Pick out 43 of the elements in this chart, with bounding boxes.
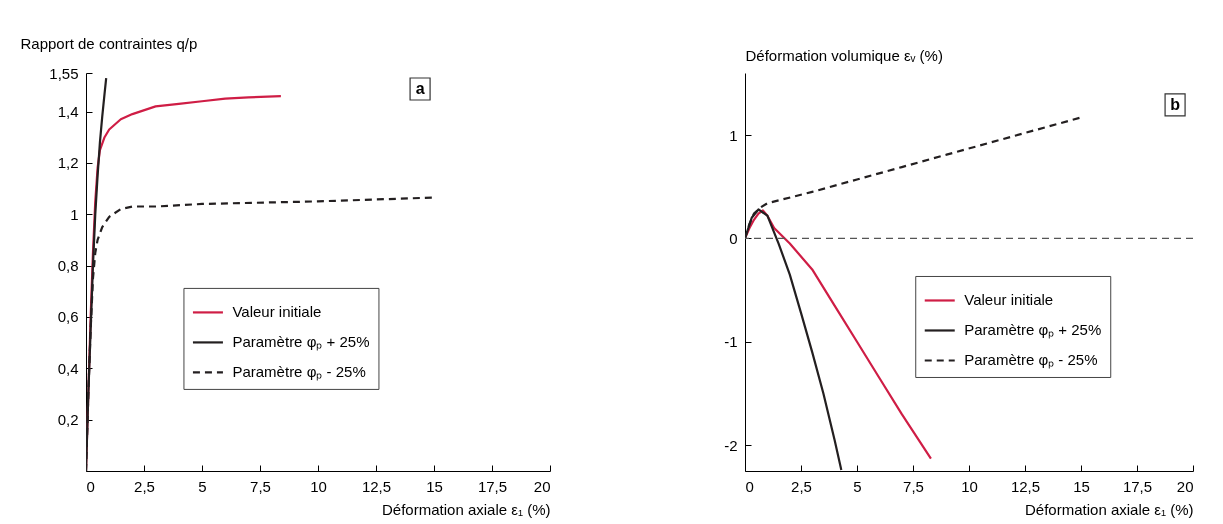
y-tick-label: -2 <box>724 436 738 454</box>
legend-label: Paramètre φₚ + 25% <box>964 321 1102 340</box>
x-tick-label: 5 <box>198 477 207 495</box>
legend-label: Paramètre φₚ + 25% <box>232 333 370 352</box>
y-tick-label: 0,4 <box>57 359 79 377</box>
legend-label: Valeur initiale <box>232 303 322 321</box>
x-tick-label: 10 <box>961 477 978 495</box>
y-tick-label: 1,4 <box>57 103 79 121</box>
x-tick-label: 15 <box>426 477 443 495</box>
x-tick-label: 17,5 <box>1122 477 1153 495</box>
x-tick-label: 0 <box>745 477 754 495</box>
legend-label: Paramètre φₚ - 25% <box>232 363 366 382</box>
x-tick-label: 20 <box>533 477 551 495</box>
y-tick-label: 1 <box>70 205 79 223</box>
annotation: b <box>1170 95 1181 113</box>
y-tick-label: -1 <box>724 333 738 351</box>
y-tick-label: 0,2 <box>57 411 79 429</box>
x-tick-label: 5 <box>853 477 862 495</box>
y-tick-label: 1,55 <box>49 64 79 82</box>
y-tick-label: 1,2 <box>57 154 79 172</box>
x-axis-title: Déformation axiale ε₁ (%) <box>1025 500 1194 518</box>
x-tick-label: 2,5 <box>791 477 812 495</box>
x-tick-label: 17,5 <box>477 477 508 495</box>
x-axis-title: Déformation axiale ε₁ (%) <box>382 500 551 518</box>
y-tick-label: 0 <box>729 229 738 247</box>
x-tick-label: 20 <box>1176 477 1194 495</box>
x-tick-label: 0 <box>86 477 95 495</box>
x-tick-label: 7,5 <box>250 477 271 495</box>
x-tick-label: 12,5 <box>1010 477 1041 495</box>
x-tick-label: 7,5 <box>903 477 924 495</box>
x-tick-label: 2,5 <box>134 477 155 495</box>
y-tick-label: 0,6 <box>57 308 79 326</box>
legend-label: Valeur initiale <box>964 291 1054 309</box>
y-tick-label: 1 <box>729 126 738 144</box>
x-tick-label: 12,5 <box>361 477 392 495</box>
y-axis-title: Rapport de contraintes q/p <box>20 34 198 52</box>
line-series <box>745 209 933 460</box>
y-tick-label: 0,8 <box>57 257 79 275</box>
x-tick-label: 10 <box>310 477 327 495</box>
x-tick-label: 15 <box>1073 477 1090 495</box>
annotation: a <box>415 79 425 97</box>
y-axis-title: Déformation volumique εᵥ (%) <box>745 46 943 64</box>
legend-label: Paramètre φₚ - 25% <box>964 351 1098 370</box>
